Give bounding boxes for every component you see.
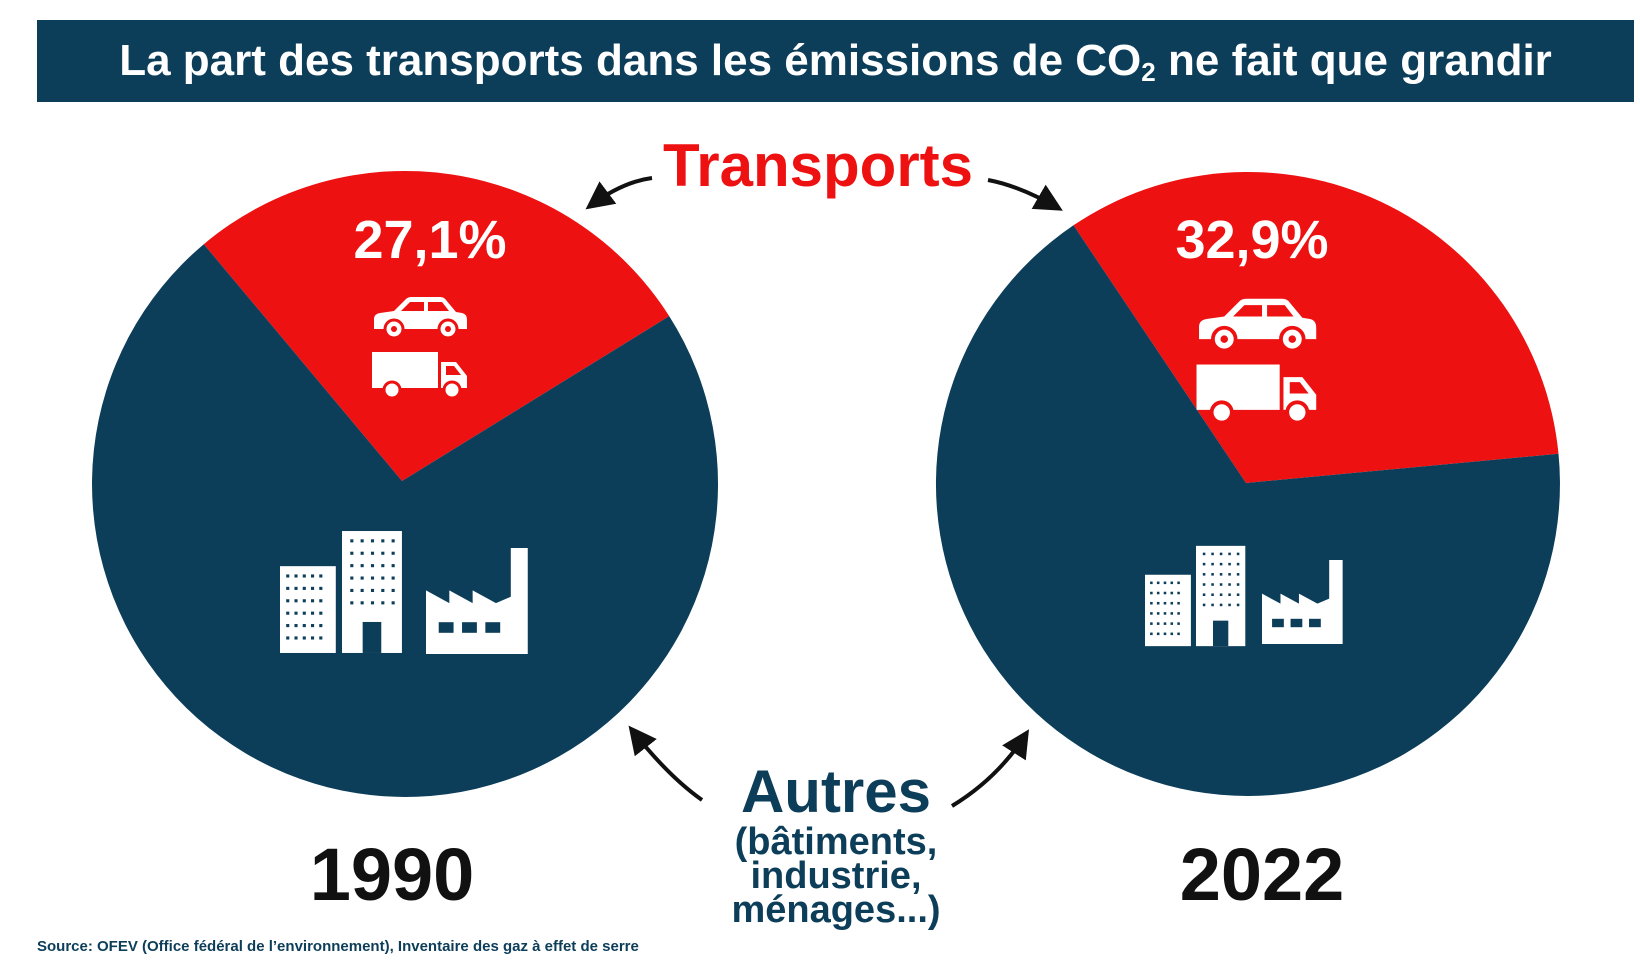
arrow-transports-right [987, 178, 1063, 211]
transports-value-2022: 32,9% [1175, 210, 1328, 270]
autres-detail-line-2: industrie, [750, 855, 921, 897]
autres-detail-line-3: ménages...) [731, 889, 940, 931]
year-label-2022: 2022 [1180, 833, 1345, 916]
title-subscript: 2 [1141, 57, 1156, 87]
slice-autres-1990 [92, 244, 719, 797]
arrow-autres-left [628, 725, 704, 802]
autres-detail-line-1: (bâtiments, [735, 821, 938, 863]
transports-value-1990: 27,1% [353, 210, 506, 270]
source-note: Source: OFEV (Office fédéral de l’enviro… [37, 938, 639, 955]
arrow-autres-right [950, 729, 1030, 808]
chart-title: La part des transports dans les émission… [37, 20, 1634, 102]
transports-label: Transports [663, 132, 973, 199]
year-label-1990: 1990 [310, 833, 475, 916]
arrow-transports-left [585, 176, 653, 210]
slice-autres-2022 [935, 225, 1560, 796]
title-text: La part des transports dans les émission… [119, 36, 1142, 85]
title-suffix: ne fait que grandir [1155, 36, 1552, 85]
autres-label: Autres [741, 758, 931, 825]
